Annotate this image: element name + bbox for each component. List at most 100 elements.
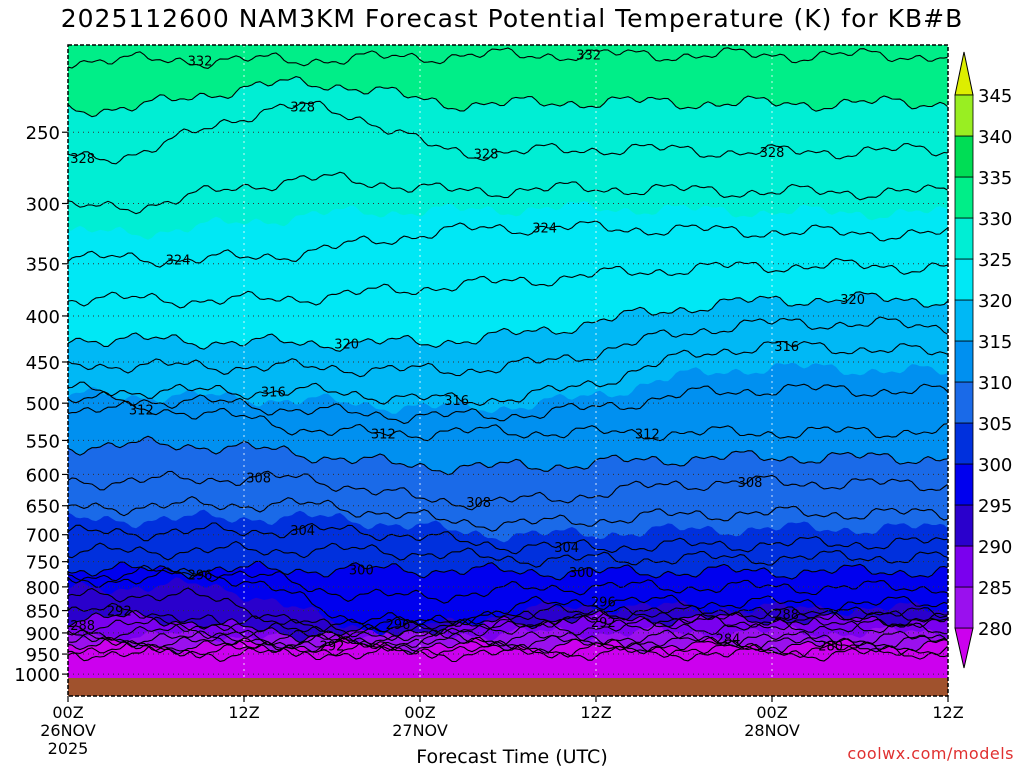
y-tick-label: 600 xyxy=(26,465,60,486)
colorbar-label: 320 xyxy=(978,291,1012,312)
colorbar-label: 290 xyxy=(978,537,1012,558)
contour-label: 308 xyxy=(738,476,763,491)
contour-318 xyxy=(68,316,948,378)
y-tick-label: 350 xyxy=(26,255,60,276)
colorbar-label: 300 xyxy=(978,455,1012,476)
contour-label: 316 xyxy=(444,394,469,409)
contour-label: 304 xyxy=(290,524,315,539)
contour-278 xyxy=(68,639,948,659)
y-axis: 2503003504004505005506006507007508008509… xyxy=(14,123,68,686)
colorbar-label: 305 xyxy=(978,414,1012,435)
contour-310 xyxy=(68,435,948,476)
contour-280 xyxy=(68,636,948,655)
y-tick-label: 1000 xyxy=(14,665,60,686)
contour-label: 316 xyxy=(261,385,286,400)
colorbar-swatch xyxy=(954,463,974,506)
contour-label: 288 xyxy=(774,608,799,623)
colorbar-top-arrow xyxy=(954,51,974,96)
contour-324 xyxy=(68,220,948,268)
contour-label: 300 xyxy=(349,563,374,578)
contour-label: 320 xyxy=(840,293,865,308)
contour-282 xyxy=(68,632,948,652)
contour-292 xyxy=(68,602,948,651)
contour-label: 296 xyxy=(188,568,213,583)
colorbar-label: 335 xyxy=(978,168,1012,189)
contour-label: 332 xyxy=(576,49,601,64)
x-tick-label: 12Z xyxy=(580,703,611,722)
y-tick-label: 850 xyxy=(26,602,60,623)
contour-label: 328 xyxy=(760,146,785,161)
y-tick-label: 400 xyxy=(26,307,60,328)
colorbar-swatch xyxy=(954,340,974,383)
y-tick-label: 800 xyxy=(26,578,60,599)
colorbar-swatch xyxy=(954,545,974,588)
contour-328 xyxy=(68,100,948,165)
x-tick-label: 12Z xyxy=(932,703,963,722)
contour-label: 328 xyxy=(70,152,95,167)
contour-308 xyxy=(68,470,948,511)
contour-label: 296 xyxy=(591,595,616,610)
colorbar-swatch xyxy=(954,258,974,301)
colorbar-label: 340 xyxy=(978,127,1012,148)
colorbar-swatch xyxy=(954,176,974,219)
band-335 xyxy=(58,0,958,35)
contour-label: 308 xyxy=(246,472,271,487)
contour-296 xyxy=(68,567,948,630)
contour-label: 308 xyxy=(466,496,491,511)
band-340 xyxy=(58,0,958,35)
contour-label: 320 xyxy=(334,337,359,352)
y-tick-label: 950 xyxy=(26,645,60,666)
y-tick-label: 900 xyxy=(26,624,60,645)
y-tick-label: 750 xyxy=(26,553,60,574)
contour-316 xyxy=(68,340,948,406)
colorbar-bottom-arrow xyxy=(954,627,974,669)
colorbar-label: 310 xyxy=(978,373,1012,394)
contour-298 xyxy=(68,564,948,604)
contour-labels: 332 332 328 328 328 328 324 324 320 320 316 316 316 3… xyxy=(70,49,865,655)
colorbar-label: 295 xyxy=(978,496,1012,517)
colorbar-label: 325 xyxy=(978,250,1012,271)
contour-label: 328 xyxy=(290,100,315,115)
contour-label: 312 xyxy=(129,403,154,418)
contour-286 xyxy=(68,617,948,641)
y-tick-label: 650 xyxy=(26,497,60,518)
y-tick-label: 550 xyxy=(26,431,60,452)
colorbar-swatch xyxy=(954,94,974,137)
contour-label: 292 xyxy=(107,605,132,620)
contour-336 xyxy=(60,0,956,17)
x-axis-title: Forecast Time (UTC) xyxy=(416,746,608,768)
contour-label: 316 xyxy=(774,340,799,355)
plot-frame xyxy=(67,44,949,697)
contour-320 xyxy=(68,291,948,352)
site-credit: coolwx.com/models xyxy=(847,744,1014,763)
contour-lines xyxy=(60,0,956,663)
contour-304 xyxy=(68,522,948,555)
x-tick-label: 12Z xyxy=(228,703,259,722)
y-tick-label: 450 xyxy=(26,353,60,374)
contour-label: 304 xyxy=(554,541,579,556)
colorbar-label: 330 xyxy=(978,209,1012,230)
x-tick-label: 28NOV xyxy=(744,721,800,740)
contour-label: 312 xyxy=(371,427,396,442)
x-tick-label: 00Z xyxy=(404,703,435,722)
contour-330 xyxy=(68,76,948,118)
contour-290 xyxy=(68,609,948,644)
contour-label: 324 xyxy=(532,221,557,236)
contour-322 xyxy=(68,257,948,309)
colorbar-label: 345 xyxy=(978,86,1012,107)
contour-284 xyxy=(68,629,948,648)
y-tick-label: 250 xyxy=(26,123,60,144)
contour-312 xyxy=(68,400,948,442)
colorbar-swatch xyxy=(954,586,974,629)
contour-314 xyxy=(68,383,948,425)
colorbar: 345 340 335 330 325 320 315 310 305 300 295 290 285 2… xyxy=(954,51,1012,669)
colorbar-label: 285 xyxy=(978,578,1012,599)
contour-label: 292 xyxy=(320,640,345,655)
contour-label: 288 xyxy=(70,619,95,634)
contour-300 xyxy=(68,560,948,581)
contour-label: 324 xyxy=(166,253,191,268)
y-tick-label: 300 xyxy=(26,194,60,215)
x-tick-label: 26NOV xyxy=(40,721,96,740)
